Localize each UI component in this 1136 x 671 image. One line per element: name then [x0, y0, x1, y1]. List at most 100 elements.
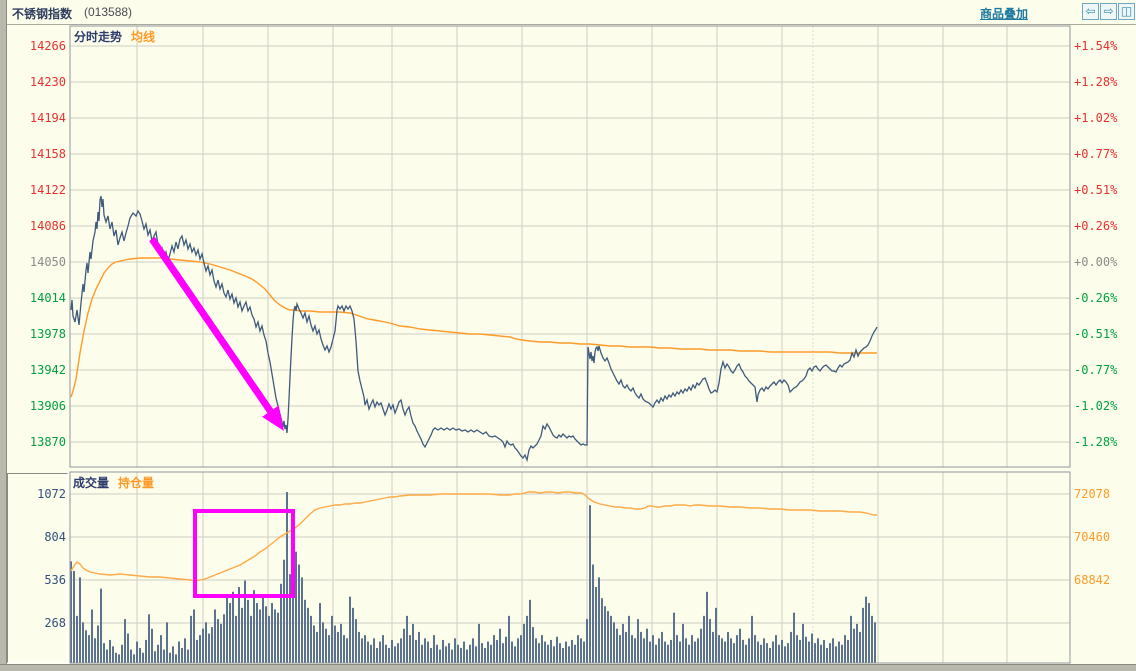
volume-bar [817, 638, 819, 663]
open-interest-axis-label: 72078 [1074, 487, 1111, 501]
volume-bar [160, 635, 162, 663]
volume-bar [280, 583, 282, 663]
volume-bar [658, 638, 660, 663]
volume-bar [730, 638, 732, 663]
volume-bar [151, 628, 153, 663]
volume-bar [502, 643, 504, 663]
volume-bar [193, 609, 195, 663]
volume-bar [568, 646, 570, 663]
volume-bar [271, 603, 273, 663]
volume-axis-label: 268 [44, 616, 66, 630]
volume-bar [484, 647, 486, 663]
volume-bar [514, 646, 516, 663]
volume-bar [544, 641, 546, 663]
tab-open-interest[interactable]: 持仓量 [118, 476, 155, 490]
volume-bar [793, 612, 795, 663]
percent-axis-label: +0.77% [1074, 147, 1118, 161]
volume-bar [76, 615, 78, 663]
volume-bar [583, 641, 585, 663]
volume-bar [214, 609, 216, 663]
volume-bar [553, 646, 555, 663]
volume-bar [157, 644, 159, 663]
next-arrow-icon[interactable]: ⇨ [1100, 3, 1117, 20]
volume-bar [808, 641, 810, 663]
average-price-line [70, 257, 877, 398]
volume-bar [649, 641, 651, 663]
volume-bar [112, 646, 114, 663]
volume-bar [220, 623, 222, 663]
open-interest-axis-label: 68842 [1074, 573, 1111, 587]
volume-bar [640, 631, 642, 663]
volume-bar [760, 644, 762, 663]
volume-bar [580, 638, 582, 663]
volume-bar [238, 587, 240, 663]
volume-bar [709, 619, 711, 663]
price-axis-label: 14122 [29, 183, 66, 197]
volume-bar [352, 607, 354, 663]
tab-intraday-trend[interactable]: 分时走势 [74, 30, 123, 44]
volume-bar [631, 635, 633, 663]
volume-bar [547, 644, 549, 663]
price-axis-label: 14086 [29, 219, 66, 233]
volume-bar [442, 639, 444, 663]
volume-bar [460, 647, 462, 663]
volume-bar [415, 639, 417, 663]
price-axis-label: 14014 [29, 291, 66, 305]
percent-axis-label: +0.51% [1074, 183, 1118, 197]
volume-bar [772, 641, 774, 663]
volume-bar [712, 631, 714, 663]
tab-volume[interactable]: 成交量 [73, 476, 110, 490]
volume-bar [520, 635, 522, 663]
volume-bar [853, 628, 855, 663]
prev-arrow-icon[interactable]: ⇦ [1082, 3, 1099, 20]
volume-bar [748, 638, 750, 663]
volume-bar [487, 641, 489, 663]
annotation-rectangle [193, 509, 295, 598]
volume-plot-border [69, 471, 1071, 664]
volume-bar [205, 622, 207, 663]
volume-bar [85, 630, 87, 663]
volume-bar [262, 596, 264, 663]
volume-bar [655, 644, 657, 663]
volume-bar [559, 643, 561, 663]
volume-bar [787, 643, 789, 663]
volume-bar [826, 647, 828, 663]
volume-bar [646, 628, 648, 663]
volume-bar [859, 631, 861, 663]
volume-bar [154, 651, 156, 663]
volume-bar [535, 638, 537, 663]
percent-axis-label: +0.00% [1074, 255, 1118, 269]
volume-bar [721, 638, 723, 663]
window-layout-icon[interactable]: ◫ [1118, 3, 1135, 20]
volume-bar [379, 641, 381, 663]
volume-bar [727, 631, 729, 663]
volume-bar [679, 641, 681, 663]
volume-bar [409, 635, 411, 663]
volume-bar [373, 638, 375, 663]
volume-bar [622, 623, 624, 663]
volume-bar [289, 574, 291, 663]
volume-bar [775, 635, 777, 663]
volume-bar [604, 606, 606, 663]
volume-bar [778, 644, 780, 663]
volume-bar [598, 577, 600, 663]
volume-bar [706, 591, 708, 663]
volume-bar [148, 614, 150, 663]
volume-bar [376, 647, 378, 663]
volume-bar [610, 615, 612, 663]
tab-average-line[interactable]: 均线 [131, 30, 156, 44]
annotation-arrow-shaft [149, 237, 274, 414]
volume-bar [664, 641, 666, 663]
price-axis-label: 14158 [29, 147, 66, 161]
commodity-overlay-link[interactable]: 商品叠加 [980, 7, 1029, 21]
volume-bar [226, 596, 228, 663]
volume-bar [247, 599, 249, 663]
volume-bar [217, 619, 219, 663]
volume-bar [652, 635, 654, 663]
volume-bar [499, 628, 501, 663]
volume-bar [784, 646, 786, 663]
percent-axis-label: +1.54% [1074, 39, 1118, 53]
volume-bar [265, 606, 267, 663]
volume-bar [166, 622, 168, 663]
